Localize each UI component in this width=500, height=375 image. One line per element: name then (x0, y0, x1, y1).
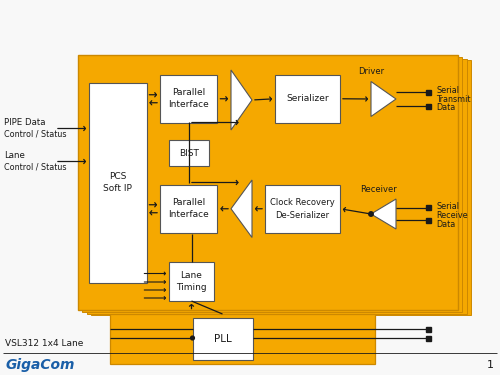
Text: Parallel: Parallel (172, 198, 206, 207)
Text: PLL: PLL (214, 334, 232, 344)
Text: Driver: Driver (358, 67, 384, 76)
Text: Data: Data (436, 104, 456, 112)
Text: PCS: PCS (109, 172, 126, 181)
Text: GigaCom: GigaCom (5, 358, 74, 372)
Text: Interface: Interface (168, 100, 209, 109)
Bar (82, 57, 462, 312)
Polygon shape (231, 180, 252, 237)
Bar (426, 206, 431, 210)
Bar (192, 318, 252, 360)
Bar (426, 217, 431, 222)
Bar (86, 58, 466, 314)
Bar (169, 262, 214, 301)
Bar (426, 104, 431, 108)
Bar (160, 185, 218, 232)
Text: BIST: BIST (179, 148, 199, 158)
Bar (169, 140, 209, 166)
Text: Transmit: Transmit (436, 94, 470, 104)
Circle shape (369, 212, 373, 216)
Text: Interface: Interface (168, 210, 209, 219)
Text: Data: Data (436, 220, 456, 229)
Text: Control / Status: Control / Status (4, 162, 66, 171)
Text: Serial: Serial (436, 86, 459, 94)
Text: De-Serializer: De-Serializer (276, 211, 330, 220)
Bar (78, 55, 458, 310)
Text: PIPE Data: PIPE Data (4, 118, 45, 127)
Polygon shape (371, 199, 396, 229)
Text: 1: 1 (487, 360, 494, 370)
Text: Parallel: Parallel (172, 88, 206, 97)
Bar (426, 90, 431, 94)
Text: Lane: Lane (180, 271, 203, 280)
Text: Receiver: Receiver (360, 184, 397, 194)
Text: Clock Recovery: Clock Recovery (270, 198, 335, 207)
Bar (426, 336, 431, 340)
Text: Timing: Timing (176, 283, 207, 292)
Polygon shape (231, 70, 252, 130)
Bar (265, 185, 340, 232)
Text: Receive: Receive (436, 211, 468, 220)
Bar (160, 75, 218, 123)
Bar (110, 314, 375, 364)
Bar (426, 327, 431, 332)
Bar (275, 75, 340, 123)
Text: Soft IP: Soft IP (104, 184, 132, 193)
Polygon shape (371, 81, 396, 117)
Bar (91, 60, 471, 315)
Text: VSL312 1x4 Lane: VSL312 1x4 Lane (5, 339, 84, 348)
Text: Lane: Lane (4, 152, 25, 160)
Bar (89, 82, 146, 282)
Text: Serializer: Serializer (286, 94, 329, 103)
Text: Serial: Serial (436, 202, 459, 211)
Circle shape (190, 336, 194, 340)
Text: Control / Status: Control / Status (4, 129, 66, 138)
